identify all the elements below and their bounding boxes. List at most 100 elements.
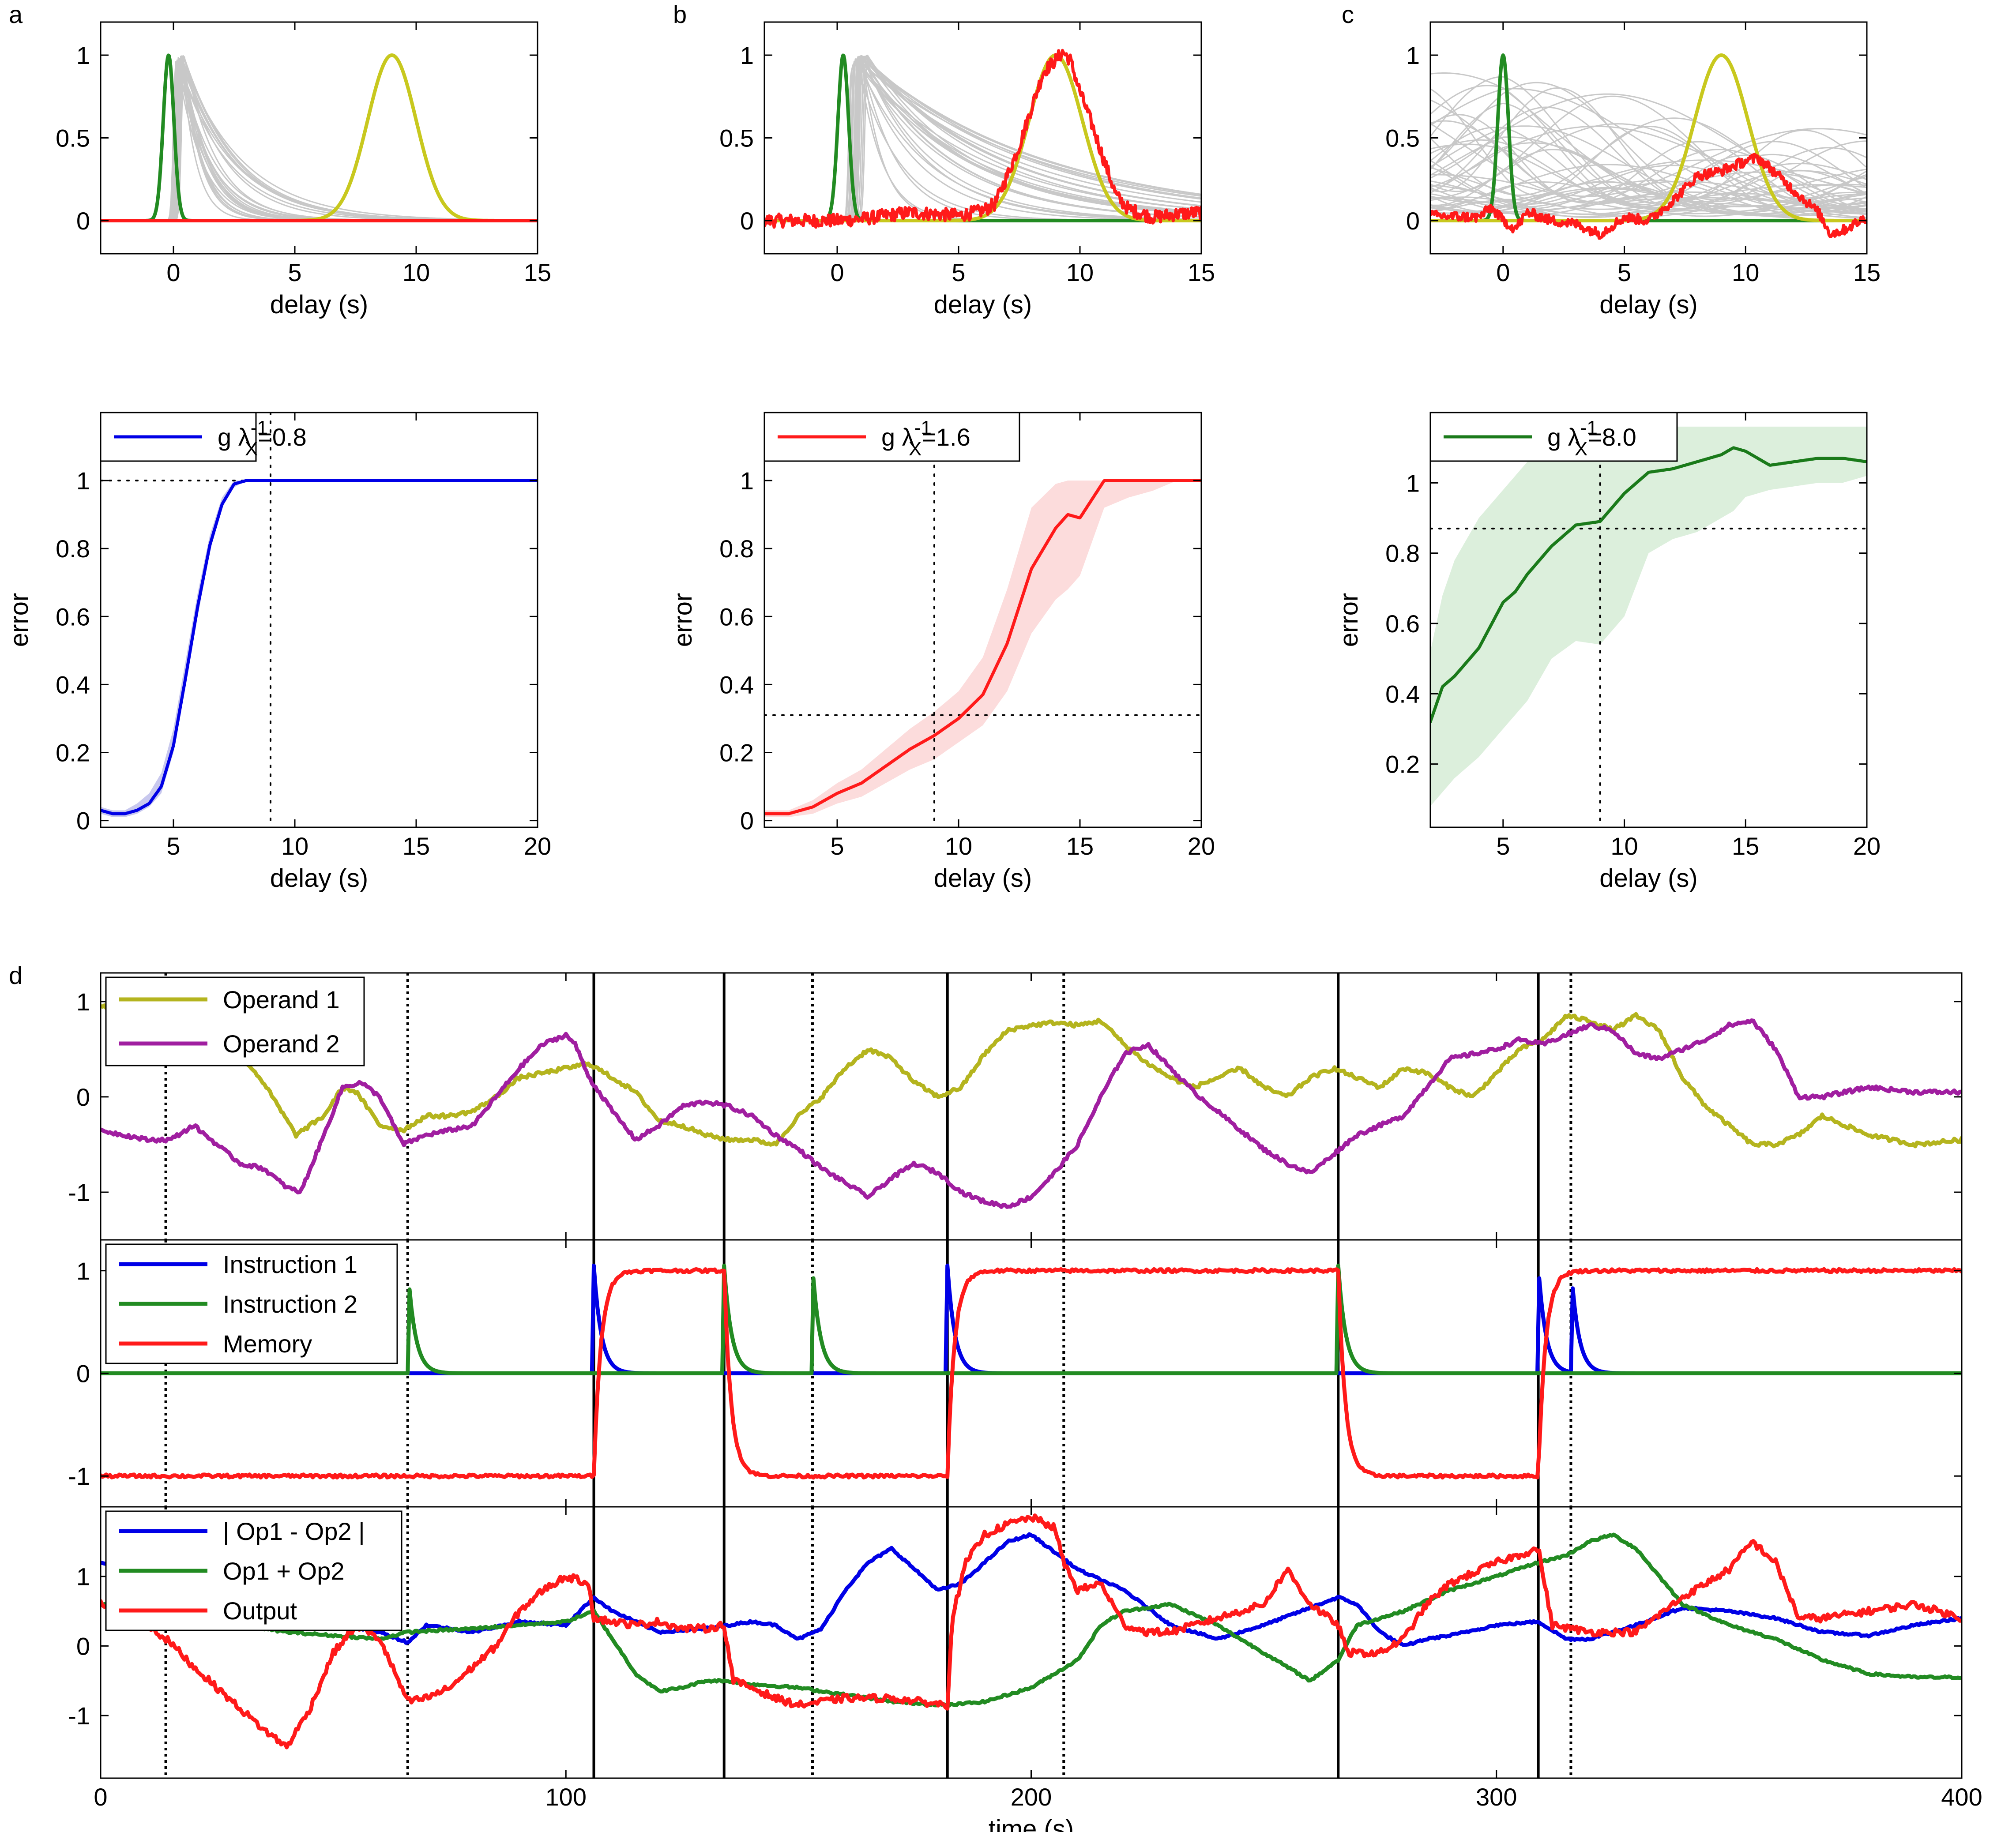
y-axis-label: error [1335,593,1363,647]
panel-label-b: b [673,0,687,28]
y-tick-label: 1 [76,467,90,495]
plot-area [1430,413,1867,827]
y-tick-label: 0 [1406,207,1420,235]
legend-label: | Op1 - Op2 | [223,1517,365,1545]
plot-area [101,973,1962,1240]
series-line-operand-2 [101,1018,1962,1209]
memory-curve [1430,102,1866,211]
chart-d3: 0 100 200 300 400 -1 0 1 time (s) | Op1 - Op2 | Op… [68,1506,1982,1832]
memory-curve [1430,136,1866,215]
x-tick-label: 0 [1496,259,1510,286]
chart-c_top: 0 5 10 15 0 0.5 1 delay (s) [1385,21,1881,319]
y-tick-label: 0 [76,1632,90,1660]
y-tick-label: 1 [740,41,754,69]
x-tick-label: 20 [524,832,551,860]
y-tick-label: 0.4 [1385,680,1420,708]
x-tick-label: 10 [402,259,430,286]
plot-area [101,1507,1962,1778]
x-tick-label: 400 [1941,1783,1982,1811]
y-tick-label: 0 [76,807,90,835]
memory-curve [1430,180,1866,214]
y-tick-label: 0 [740,207,754,235]
y-tick-label: 0.4 [719,671,754,698]
series-line-g-x-1-8-0 [1430,446,1867,724]
memory-curve [1430,72,1866,203]
x-tick-label: 5 [166,832,180,860]
x-tick-label: 200 [1011,1783,1052,1811]
chart-a_bot: 5 10 15 20 0 0.2 0.4 0.6 0.8 1 delay (s) error g λ-1… [5,412,551,893]
x-tick-label: 5 [952,259,965,286]
y-tick-label: 0.2 [719,739,754,766]
x-tick-label: 5 [830,832,844,860]
series-line-operand-1 [101,1003,1962,1149]
x-tick-label: 5 [288,259,301,286]
y-tick-label: 0.2 [1385,751,1420,778]
panel-label-a: a [9,0,23,28]
legend-label: Output [223,1597,297,1625]
panel-label-c: c [1342,0,1354,28]
x-tick-label: 15 [402,832,430,860]
x-tick-label: 300 [1476,1783,1517,1811]
memory-curve [1430,114,1866,208]
memory-curve [1430,82,1866,201]
y-tick-label: 0.8 [719,535,754,563]
y-tick-label: 0 [76,1360,90,1388]
chart-b_bot: 5 10 15 20 0 0.2 0.4 0.6 0.8 1 delay (s) error g λ-1… [669,412,1215,893]
memory-curve [1430,76,1866,200]
legend-box [764,412,1020,462]
y-tick-label: 0.6 [56,603,90,631]
plot-area [1430,53,1867,240]
y-tick-label: 0.6 [1385,610,1420,638]
y-tick-label: 1 [1406,41,1420,69]
x-tick-label: 15 [1853,259,1881,286]
x-tick-label: 10 [945,832,972,860]
legend-label: Operand 2 [223,1030,340,1058]
y-tick-label: 0.8 [1385,540,1420,567]
x-axis-label: delay (s) [1599,290,1697,319]
x-tick-label: 10 [281,832,308,860]
axes-frame [100,412,538,828]
y-tick-label: 1 [76,41,90,69]
y-tick-label: 0.8 [56,535,90,563]
plot-area [764,49,1201,229]
plot-area [764,413,1201,827]
x-tick-label: 15 [524,259,551,286]
y-tick-label: -1 [68,1462,90,1490]
y-tick-label: 0.5 [719,124,754,152]
plot-area [101,413,538,827]
chart-d1: -1 0 1 Operand 1 Operand 2 [68,972,1963,1241]
y-tick-label: -1 [68,1179,90,1206]
y-tick-label: 0 [76,1083,90,1111]
x-tick-label: 0 [94,1783,107,1811]
x-tick-label: 15 [1188,259,1215,286]
x-axis-label: time (s) [989,1815,1074,1832]
series-line-readout [1430,153,1867,240]
memory-curve [1430,87,1866,200]
y-tick-label: 0.6 [719,603,754,631]
legend-label: Instruction 1 [223,1250,357,1278]
x-tick-label: 100 [545,1783,587,1811]
memory-curve [1430,120,1866,210]
y-axis-label: error [669,593,697,647]
memory-curve [1430,181,1866,215]
x-tick-label: 5 [1617,259,1631,286]
y-tick-label: 1 [76,1563,90,1591]
x-axis-label: delay (s) [1599,864,1697,893]
x-tick-label: 10 [1066,259,1094,286]
y-tick-label: 0.5 [1385,124,1420,152]
series-line-readout [764,49,1201,229]
series-line-op1-op2 [101,1532,1962,1708]
x-axis-label: delay (s) [934,864,1032,893]
series-line-g-x-1-0-8 [101,479,538,815]
y-tick-label: 0.4 [56,671,90,698]
memory-curve [1430,95,1866,202]
x-tick-label: 10 [1610,832,1638,860]
x-tick-label: 10 [1732,259,1759,286]
legend-label: g λ-1 X=0.8 [218,417,307,460]
legend-box [105,976,365,1066]
error-band [101,481,538,817]
x-tick-label: 15 [1732,832,1759,860]
error-band [1430,426,1867,807]
chart-a_top: 0 5 10 15 0 0.5 1 delay (s) [56,21,551,319]
y-axis-label: error [5,593,34,647]
